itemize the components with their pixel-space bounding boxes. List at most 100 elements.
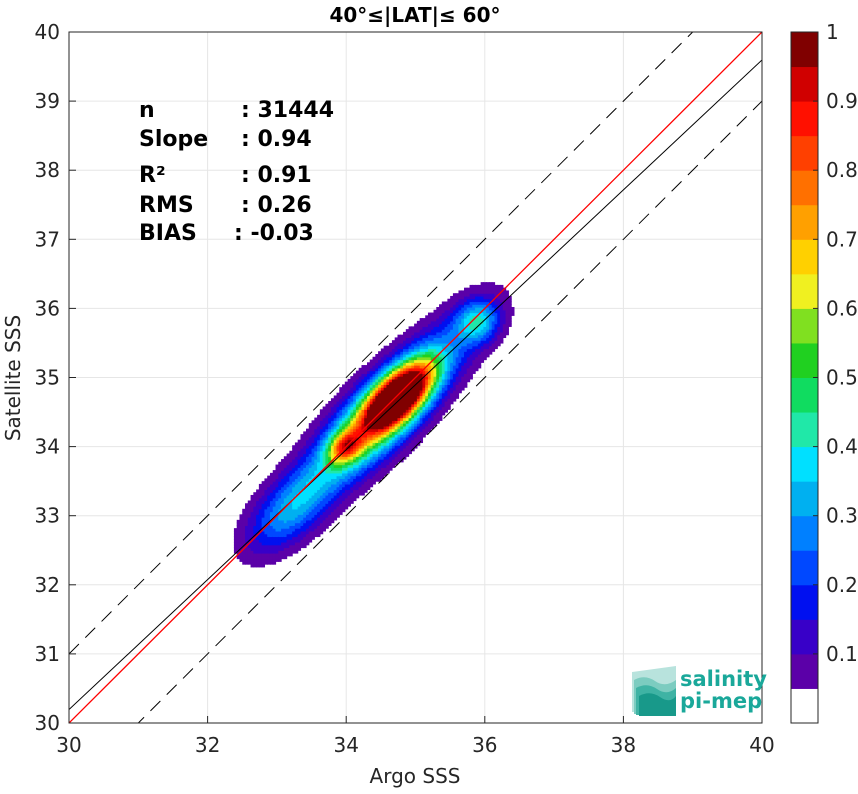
density-cell bbox=[378, 456, 382, 460]
density-cell bbox=[419, 428, 424, 432]
density-cell bbox=[303, 494, 307, 499]
density-cell bbox=[469, 348, 473, 352]
density-cell bbox=[347, 423, 351, 427]
density-cell bbox=[411, 420, 415, 424]
density-cell bbox=[339, 412, 343, 416]
density-cell bbox=[427, 367, 432, 372]
density-cell bbox=[408, 387, 412, 391]
density-cell bbox=[239, 528, 243, 532]
density-cell bbox=[289, 450, 293, 455]
density-cell bbox=[292, 450, 296, 455]
density-cell bbox=[397, 373, 401, 377]
density-cell bbox=[375, 373, 379, 377]
density-cell bbox=[380, 428, 385, 432]
density-cell bbox=[488, 326, 493, 330]
density-cell bbox=[325, 434, 329, 438]
density-cell bbox=[472, 301, 476, 305]
density-cell bbox=[369, 370, 374, 374]
density-cell bbox=[439, 345, 443, 350]
density-cell bbox=[416, 326, 421, 330]
density-cell bbox=[297, 514, 302, 518]
density-cell bbox=[325, 445, 329, 449]
density-cell bbox=[353, 447, 357, 452]
density-cell bbox=[450, 398, 454, 402]
density-cell bbox=[342, 492, 346, 496]
density-cell bbox=[267, 541, 271, 546]
density-cell bbox=[469, 323, 473, 327]
logo-text-line2: pi-mep bbox=[680, 689, 762, 713]
density-cell bbox=[297, 517, 302, 521]
density-cell bbox=[403, 370, 407, 374]
density-cell bbox=[319, 486, 324, 491]
density-cell bbox=[466, 367, 471, 372]
density-cell bbox=[494, 293, 498, 297]
density-cell bbox=[419, 406, 424, 410]
density-cell bbox=[486, 301, 490, 305]
density-cell bbox=[447, 312, 451, 316]
density-cell bbox=[258, 508, 263, 513]
density-cell bbox=[292, 547, 296, 551]
density-cell bbox=[256, 503, 260, 507]
density-cell bbox=[347, 414, 351, 419]
density-cell bbox=[344, 486, 349, 491]
density-cell bbox=[502, 331, 507, 336]
density-cell bbox=[333, 464, 338, 468]
density-cell bbox=[314, 506, 318, 510]
density-cell bbox=[461, 387, 465, 391]
density-cell bbox=[294, 447, 299, 452]
density-cell bbox=[447, 395, 451, 399]
density-cell bbox=[317, 439, 321, 444]
density-cell bbox=[430, 376, 435, 380]
density-cell bbox=[411, 403, 415, 408]
density-cell bbox=[258, 486, 263, 491]
density-cell bbox=[380, 447, 385, 452]
density-cell bbox=[480, 337, 485, 341]
density-cell bbox=[416, 428, 421, 432]
density-cell bbox=[275, 500, 279, 504]
density-cell bbox=[375, 425, 379, 430]
density-cell bbox=[286, 489, 290, 493]
density-cell bbox=[297, 464, 302, 468]
density-cell bbox=[433, 348, 437, 352]
density-cell bbox=[308, 528, 313, 532]
density-cell bbox=[355, 392, 360, 397]
density-cell bbox=[378, 389, 382, 394]
density-cell bbox=[383, 351, 387, 355]
density-cell bbox=[308, 489, 313, 493]
density-cell bbox=[419, 409, 424, 413]
density-cell bbox=[466, 290, 471, 294]
density-cell bbox=[378, 478, 382, 482]
density-cell bbox=[419, 378, 424, 383]
density-cell bbox=[242, 522, 246, 526]
density-cell bbox=[236, 541, 241, 546]
density-cell bbox=[497, 326, 501, 330]
density-cell bbox=[328, 409, 332, 413]
density-cell bbox=[303, 475, 307, 479]
density-cell bbox=[245, 503, 249, 507]
density-cell bbox=[383, 367, 387, 372]
density-cell bbox=[444, 367, 448, 372]
density-cell bbox=[336, 434, 340, 438]
colorbar-tick-label: 0.1 bbox=[826, 642, 858, 666]
density-cell bbox=[500, 326, 504, 330]
density-cell bbox=[286, 494, 290, 499]
density-cell bbox=[480, 326, 485, 330]
density-cell bbox=[333, 423, 338, 427]
density-cell bbox=[330, 434, 335, 438]
density-cell bbox=[378, 354, 382, 358]
density-cell bbox=[414, 439, 418, 444]
density-cell bbox=[342, 497, 346, 502]
density-cell bbox=[306, 528, 310, 532]
density-cell bbox=[505, 318, 509, 322]
density-cell bbox=[416, 436, 421, 441]
density-cell bbox=[389, 439, 393, 444]
density-cell bbox=[502, 312, 507, 316]
density-cell bbox=[494, 298, 498, 303]
density-cell bbox=[314, 439, 318, 444]
density-cell bbox=[325, 503, 329, 507]
density-cell bbox=[272, 483, 277, 488]
density-cell bbox=[472, 354, 476, 358]
density-cell bbox=[286, 519, 290, 524]
density-cell bbox=[464, 293, 468, 297]
density-cell bbox=[306, 511, 310, 515]
